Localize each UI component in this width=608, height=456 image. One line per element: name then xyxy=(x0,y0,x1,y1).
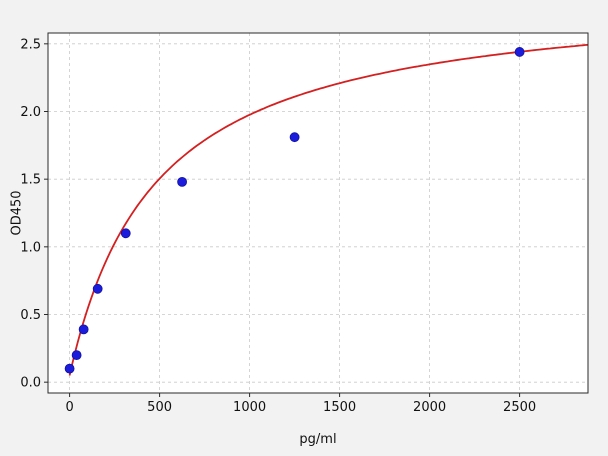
x-tick-label: 500 xyxy=(147,400,172,415)
plot-area xyxy=(48,33,588,393)
y-tick-label: 0.0 xyxy=(20,376,41,391)
x-tick-label: 0 xyxy=(65,400,73,415)
x-tick-label: 1000 xyxy=(233,400,266,415)
x-tick-label: 1500 xyxy=(323,400,356,415)
y-tick-label: 0.5 xyxy=(20,308,41,323)
y-axis-label: OD450 xyxy=(9,190,25,236)
data-point xyxy=(92,283,103,294)
y-tick-label: 2.5 xyxy=(20,37,41,52)
data-point xyxy=(177,176,188,187)
y-tick-label: 1.5 xyxy=(20,173,41,188)
x-axis-label: pg/ml xyxy=(299,432,337,447)
data-point xyxy=(289,132,300,143)
data-point xyxy=(78,324,89,335)
fit-curve xyxy=(68,43,589,376)
y-tick-label: 1.0 xyxy=(20,240,41,255)
y-tick-label: 2.0 xyxy=(20,105,41,120)
x-tick-label: 2000 xyxy=(413,400,446,415)
data-point xyxy=(71,350,82,361)
data-point xyxy=(64,363,75,374)
data-point xyxy=(120,228,131,239)
axes-frame xyxy=(47,32,589,394)
data-point xyxy=(514,47,525,57)
x-tick-label: 2500 xyxy=(503,400,536,415)
